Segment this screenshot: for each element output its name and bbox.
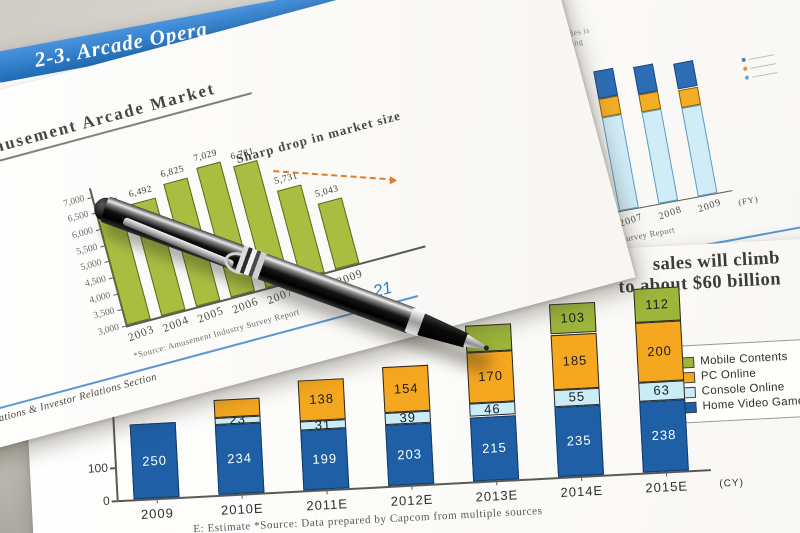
- segment-value-label: 234: [226, 450, 253, 467]
- segment-value-label: 112: [644, 295, 670, 313]
- bar-segment: [638, 90, 662, 113]
- x-axis-label: 2013E: [475, 487, 519, 505]
- y-tick: [109, 467, 116, 470]
- x-axis-label: 2014E: [560, 482, 604, 500]
- segment-value-label: 103: [559, 309, 586, 326]
- x-axis-label: 2011E: [305, 496, 349, 514]
- x-tick: [581, 475, 583, 481]
- segment-value-label: 203: [396, 445, 423, 463]
- x-axis-label: 2010E: [220, 500, 264, 518]
- segment-value-label: 55: [568, 388, 586, 405]
- bar: [317, 197, 360, 270]
- segment-value-label: 238: [651, 427, 677, 444]
- x-tick: [326, 489, 328, 495]
- y-tick-label: 6,000: [71, 226, 95, 242]
- segment-value-label: 235: [566, 432, 592, 449]
- y-tick-label: 4,000: [88, 290, 112, 306]
- x-tick: [665, 471, 668, 477]
- y-tick-label: 5,000: [79, 258, 103, 274]
- bar-value-label: 5,043: [314, 184, 340, 200]
- y-tick-label: 5,500: [75, 242, 99, 258]
- bar-segment: [673, 59, 698, 90]
- x-tick: [411, 484, 413, 490]
- bar-value-label: 6,781: [229, 146, 256, 163]
- x-axis-label: 2009: [696, 197, 723, 216]
- y-tick-label: 4,500: [84, 274, 108, 290]
- y-tick-label: 0: [102, 493, 111, 508]
- y-tick: [121, 325, 126, 328]
- segment-value-label: 154: [393, 380, 419, 397]
- x-axis-label: 2012E: [390, 491, 434, 509]
- bar-segment: [641, 109, 679, 204]
- x-axis-label: 2008: [657, 204, 684, 223]
- pen-cone: [463, 334, 488, 354]
- bar-segment: [213, 397, 261, 418]
- y-tick: [111, 500, 117, 503]
- bar-segment: [633, 63, 658, 95]
- bar-segment: [681, 104, 718, 197]
- y-tick-label: 3,000: [96, 322, 121, 338]
- segment-value-label: 138: [308, 391, 335, 408]
- pen-tip: [483, 344, 490, 352]
- bar-value-label: 6,492: [127, 183, 154, 200]
- y-tick-label: 7,000: [62, 193, 86, 210]
- x-axis-label: 2009: [140, 505, 175, 522]
- y-tick-label: 6,500: [66, 209, 90, 226]
- bar-segment: [678, 86, 702, 108]
- segment-value-label: 200: [646, 342, 673, 359]
- x-axis-unit: (FY): [737, 193, 760, 208]
- y-tick-label: 3,500: [92, 306, 116, 322]
- x-axis-unit: (CY): [719, 477, 745, 490]
- bar-segment: [593, 67, 618, 99]
- y-tick-label: 100: [87, 460, 109, 476]
- bar-segment: [598, 95, 622, 118]
- x-tick: [241, 493, 243, 499]
- x-axis-label: 2015E: [645, 478, 689, 496]
- segment-value-label: 250: [141, 452, 168, 469]
- x-tick: [496, 480, 498, 486]
- segment-value-label: 185: [562, 352, 588, 369]
- segment-value-label: 63: [653, 382, 671, 399]
- segment-value-label: 199: [312, 450, 338, 468]
- x-tick: [156, 498, 158, 504]
- segment-value-label: 215: [481, 439, 508, 456]
